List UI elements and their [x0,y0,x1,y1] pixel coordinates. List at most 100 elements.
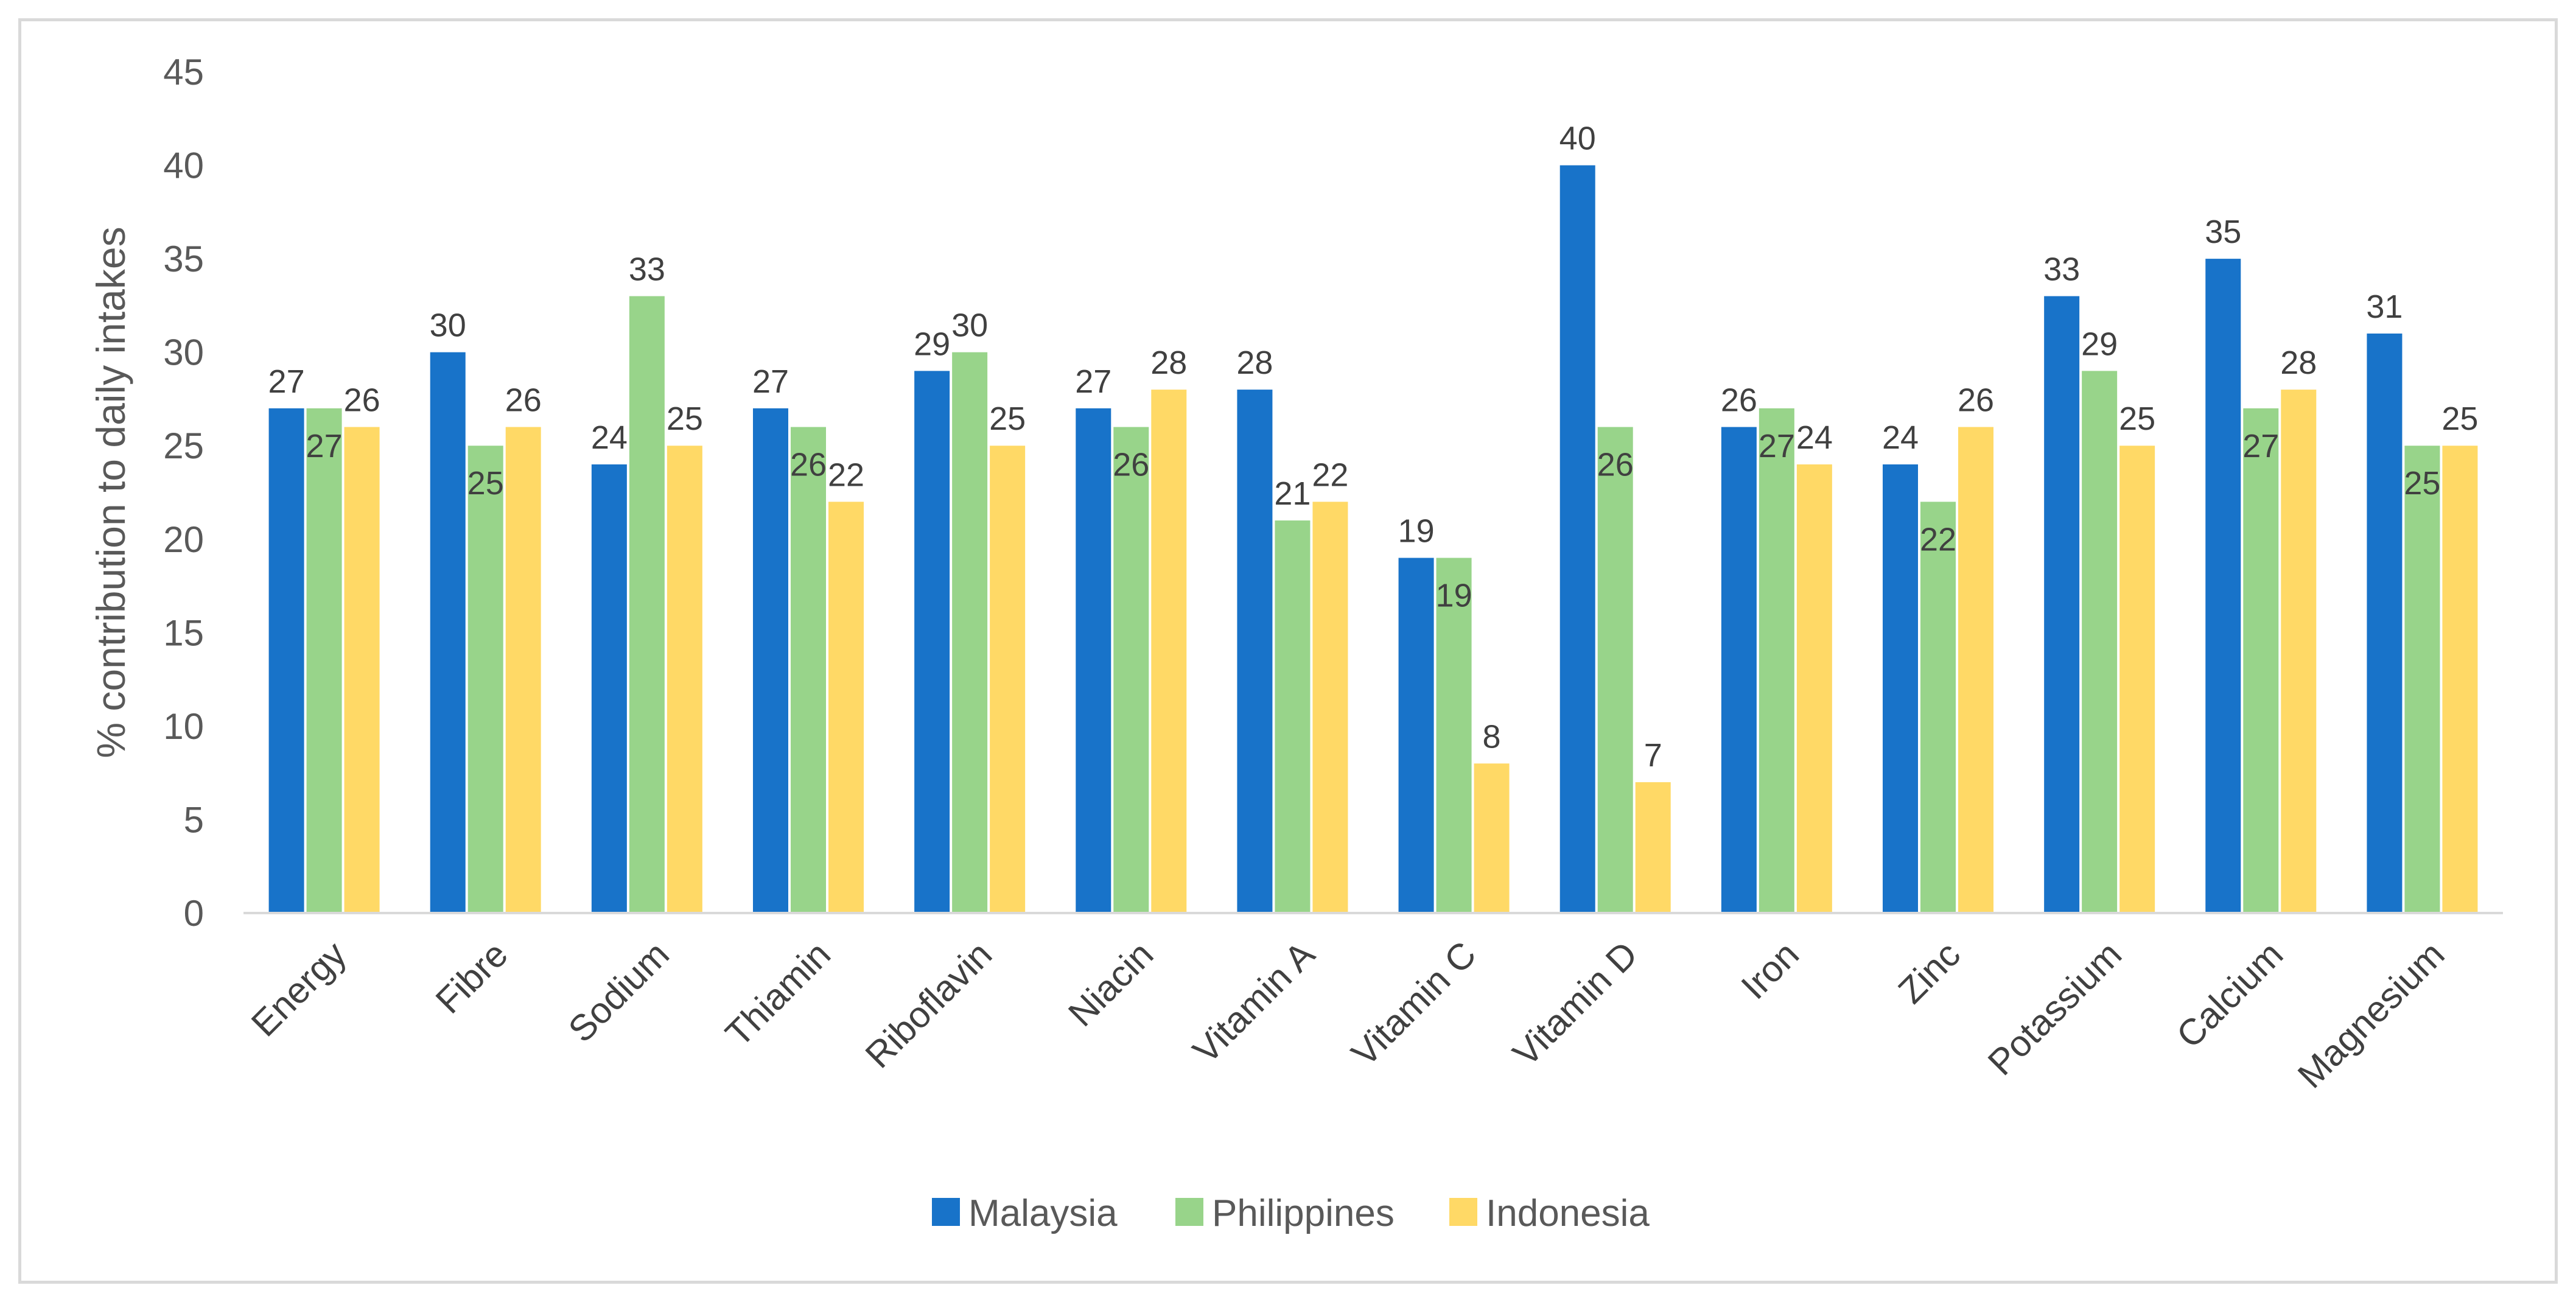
bar-indonesia-zinc[interactable] [1958,427,1993,913]
bar-malaysia-vitamin-a[interactable] [1237,390,1273,913]
bar-indonesia-vitamin-a[interactable] [1312,502,1348,913]
data-label: 27 [268,363,305,400]
bar-malaysia-vitamin-c[interactable] [1398,558,1434,913]
legend-label: Indonesia [1486,1192,1650,1234]
bar-indonesia-sodium[interactable] [667,446,702,913]
bar-philippines-thiamin[interactable] [791,427,826,913]
data-label: 26 [1113,447,1149,483]
bar-philippines-vitamin-d[interactable] [1597,427,1633,913]
bar-philippines-riboflavin[interactable] [952,352,988,913]
bar-malaysia-potassium[interactable] [2044,296,2080,913]
data-label: 31 [2366,289,2403,325]
data-label: 40 [1559,121,1596,157]
bar-philippines-vitamin-a[interactable] [1275,520,1311,913]
x-tick-label: Vitamin A [1185,934,1323,1071]
x-tick-label: Zinc [1891,934,1969,1012]
y-tick-label: 35 [163,239,204,279]
x-tick-label: Sodium [561,934,677,1050]
data-label: 33 [2043,251,2080,288]
bar-malaysia-iron[interactable] [1721,427,1757,913]
bar-malaysia-niacin[interactable] [1076,408,1111,913]
x-tick-label: Vitamin D [1505,934,1645,1074]
x-tick-label: Potassium [1980,934,2129,1083]
y-tick-label: 0 [184,893,204,934]
x-tick-label: Vitamin C [1343,934,1484,1074]
data-label: 25 [2404,465,2440,502]
data-label: 27 [752,363,789,400]
data-label: 26 [344,382,380,419]
data-label: 28 [1150,345,1187,381]
data-label: 22 [828,457,864,493]
bar-philippines-niacin[interactable] [1113,427,1149,913]
data-label: 27 [1075,363,1111,400]
data-label: 27 [1759,428,1795,464]
data-label: 33 [629,251,665,288]
legend-item-philippines: Philippines [1175,1192,1395,1234]
x-tick-label: Thiamin [718,934,838,1054]
data-label: 26 [1597,447,1634,483]
bar-indonesia-riboflavin[interactable] [990,446,1026,913]
bar-philippines-zinc[interactable] [1920,502,1956,913]
bar-malaysia-vitamin-d[interactable] [1559,165,1595,913]
data-label: 29 [914,326,950,362]
bar-indonesia-potassium[interactable] [2119,446,2155,913]
bar-philippines-sodium[interactable] [629,296,665,913]
bar-indonesia-vitamin-c[interactable] [1474,763,1510,913]
y-tick-label: 5 [184,799,204,840]
bar-malaysia-energy[interactable] [268,408,304,913]
bar-philippines-fibre[interactable] [467,446,503,913]
bar-malaysia-riboflavin[interactable] [914,371,950,913]
legend-label: Philippines [1212,1192,1395,1234]
y-tick-label: 30 [163,332,204,373]
bar-indonesia-niacin[interactable] [1151,390,1187,913]
data-label: 25 [2441,401,2478,437]
data-label: 25 [667,401,703,437]
bar-indonesia-thiamin[interactable] [828,502,864,913]
y-tick-label: 40 [163,145,204,186]
x-tick-label: Calcium [2169,934,2291,1056]
y-tick-label: 20 [163,519,204,560]
legend-swatch [932,1198,960,1226]
data-label: 25 [989,401,1026,437]
bar-philippines-potassium[interactable] [2082,371,2118,913]
bar-indonesia-fibre[interactable] [505,427,541,913]
x-tick-label: Fibre [428,934,516,1021]
bar-indonesia-calcium[interactable] [2281,390,2317,913]
legend-swatch [1175,1198,1203,1226]
data-label: 28 [2280,345,2317,381]
y-axis-title: % contribution to daily intakes [88,226,133,758]
bar-malaysia-calcium[interactable] [2205,259,2241,914]
bar-philippines-energy[interactable] [306,408,342,913]
bar-malaysia-sodium[interactable] [591,464,627,913]
bar-malaysia-fibre[interactable] [430,352,466,913]
data-label: 19 [1398,513,1435,549]
bar-philippines-magnesium[interactable] [2404,446,2440,913]
x-tick-label: Riboflavin [858,934,1000,1076]
bar-indonesia-iron[interactable] [1796,464,1832,913]
data-label: 28 [1236,345,1273,381]
legend-item-indonesia: Indonesia [1449,1192,1650,1234]
legend-item-malaysia: Malaysia [932,1192,1118,1234]
bar-philippines-vitamin-c[interactable] [1436,558,1472,913]
bar-indonesia-vitamin-d[interactable] [1635,782,1671,913]
data-label: 24 [591,419,628,456]
bar-indonesia-energy[interactable] [344,427,380,913]
x-tick-label: Niacin [1060,934,1161,1034]
data-label: 8 [1483,718,1501,755]
data-label: 26 [1958,382,1994,419]
data-label: 27 [2242,428,2279,464]
y-tick-label: 25 [163,425,204,466]
data-label: 35 [2205,214,2241,250]
data-label: 7 [1644,737,1662,774]
y-tick-label: 45 [163,52,204,93]
bar-malaysia-magnesium[interactable] [2367,333,2403,913]
bar-malaysia-thiamin[interactable] [753,408,788,913]
bar-philippines-iron[interactable] [1759,408,1794,913]
y-tick-label: 10 [163,706,204,747]
data-label: 24 [1796,419,1833,456]
bar-indonesia-magnesium[interactable] [2442,446,2478,913]
bar-philippines-calcium[interactable] [2243,408,2279,913]
data-label: 19 [1436,577,1472,614]
bar-malaysia-zinc[interactable] [1883,464,1918,913]
